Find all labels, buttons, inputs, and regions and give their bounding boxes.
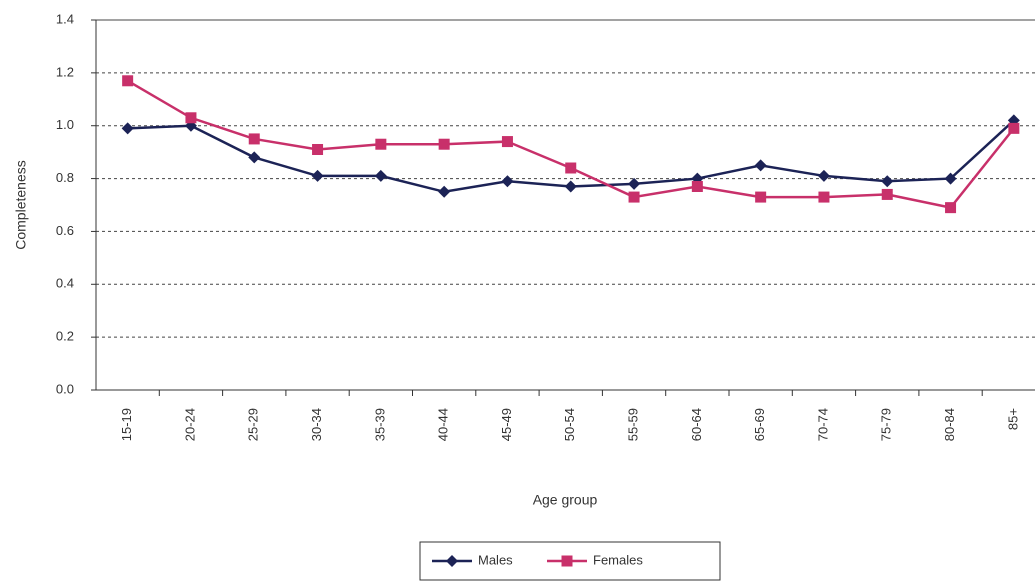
- y-tick-label: 0.6: [56, 223, 74, 238]
- x-tick-label: 60-64: [689, 408, 704, 441]
- point: [121, 122, 134, 135]
- x-tick-label: 65-69: [752, 408, 767, 441]
- point: [438, 185, 451, 198]
- x-tick-label: 15-19: [119, 408, 134, 441]
- point: [312, 144, 324, 155]
- point: [1008, 122, 1020, 134]
- point: [311, 169, 324, 182]
- x-tick-label: 70-74: [815, 408, 830, 441]
- x-tick-label: 25-29: [246, 408, 261, 441]
- point: [501, 136, 513, 148]
- point: [248, 151, 261, 164]
- y-tick-label: 1.4: [56, 11, 74, 26]
- y-tick-label: 0.2: [56, 329, 74, 344]
- point: [438, 138, 450, 150]
- point: [501, 175, 514, 188]
- point: [945, 202, 957, 214]
- x-tick-label: 75-79: [879, 408, 894, 441]
- point: [374, 169, 387, 182]
- x-tick-label: 40-44: [436, 408, 451, 441]
- point: [754, 159, 767, 172]
- point: [446, 555, 458, 567]
- legend-label: Females: [593, 552, 643, 567]
- x-tick-label: 80-84: [942, 408, 957, 441]
- y-tick-label: 1.2: [56, 64, 74, 79]
- point: [628, 191, 640, 203]
- x-tick-label: 50-54: [562, 408, 577, 441]
- point: [564, 180, 577, 193]
- point: [565, 162, 577, 174]
- y-tick-label: 0.4: [56, 276, 74, 291]
- y-tick-label: 1.0: [56, 117, 74, 132]
- legend-label: Males: [478, 552, 513, 567]
- point: [122, 75, 134, 87]
- x-tick-label: 45-49: [499, 408, 514, 441]
- point: [691, 181, 703, 192]
- point: [755, 191, 767, 203]
- x-axis-title: Age group: [533, 492, 598, 508]
- point: [185, 112, 197, 124]
- point: [944, 172, 957, 185]
- x-tick-label: 30-34: [309, 408, 324, 441]
- point: [881, 188, 893, 200]
- point: [881, 175, 894, 188]
- y-tick-label: 0.8: [56, 170, 74, 185]
- y-axis-title: Completeness: [13, 160, 29, 250]
- point: [818, 191, 830, 203]
- x-tick-label: 20-24: [182, 408, 197, 441]
- point: [817, 169, 830, 182]
- x-tick-label: 85+: [1005, 408, 1020, 430]
- point: [248, 133, 260, 145]
- x-tick-label: 35-39: [372, 408, 387, 441]
- y-tick-label: 0.0: [56, 381, 74, 396]
- point: [561, 555, 573, 567]
- x-tick-label: 55-59: [625, 408, 640, 441]
- point: [628, 177, 641, 190]
- point: [375, 138, 387, 150]
